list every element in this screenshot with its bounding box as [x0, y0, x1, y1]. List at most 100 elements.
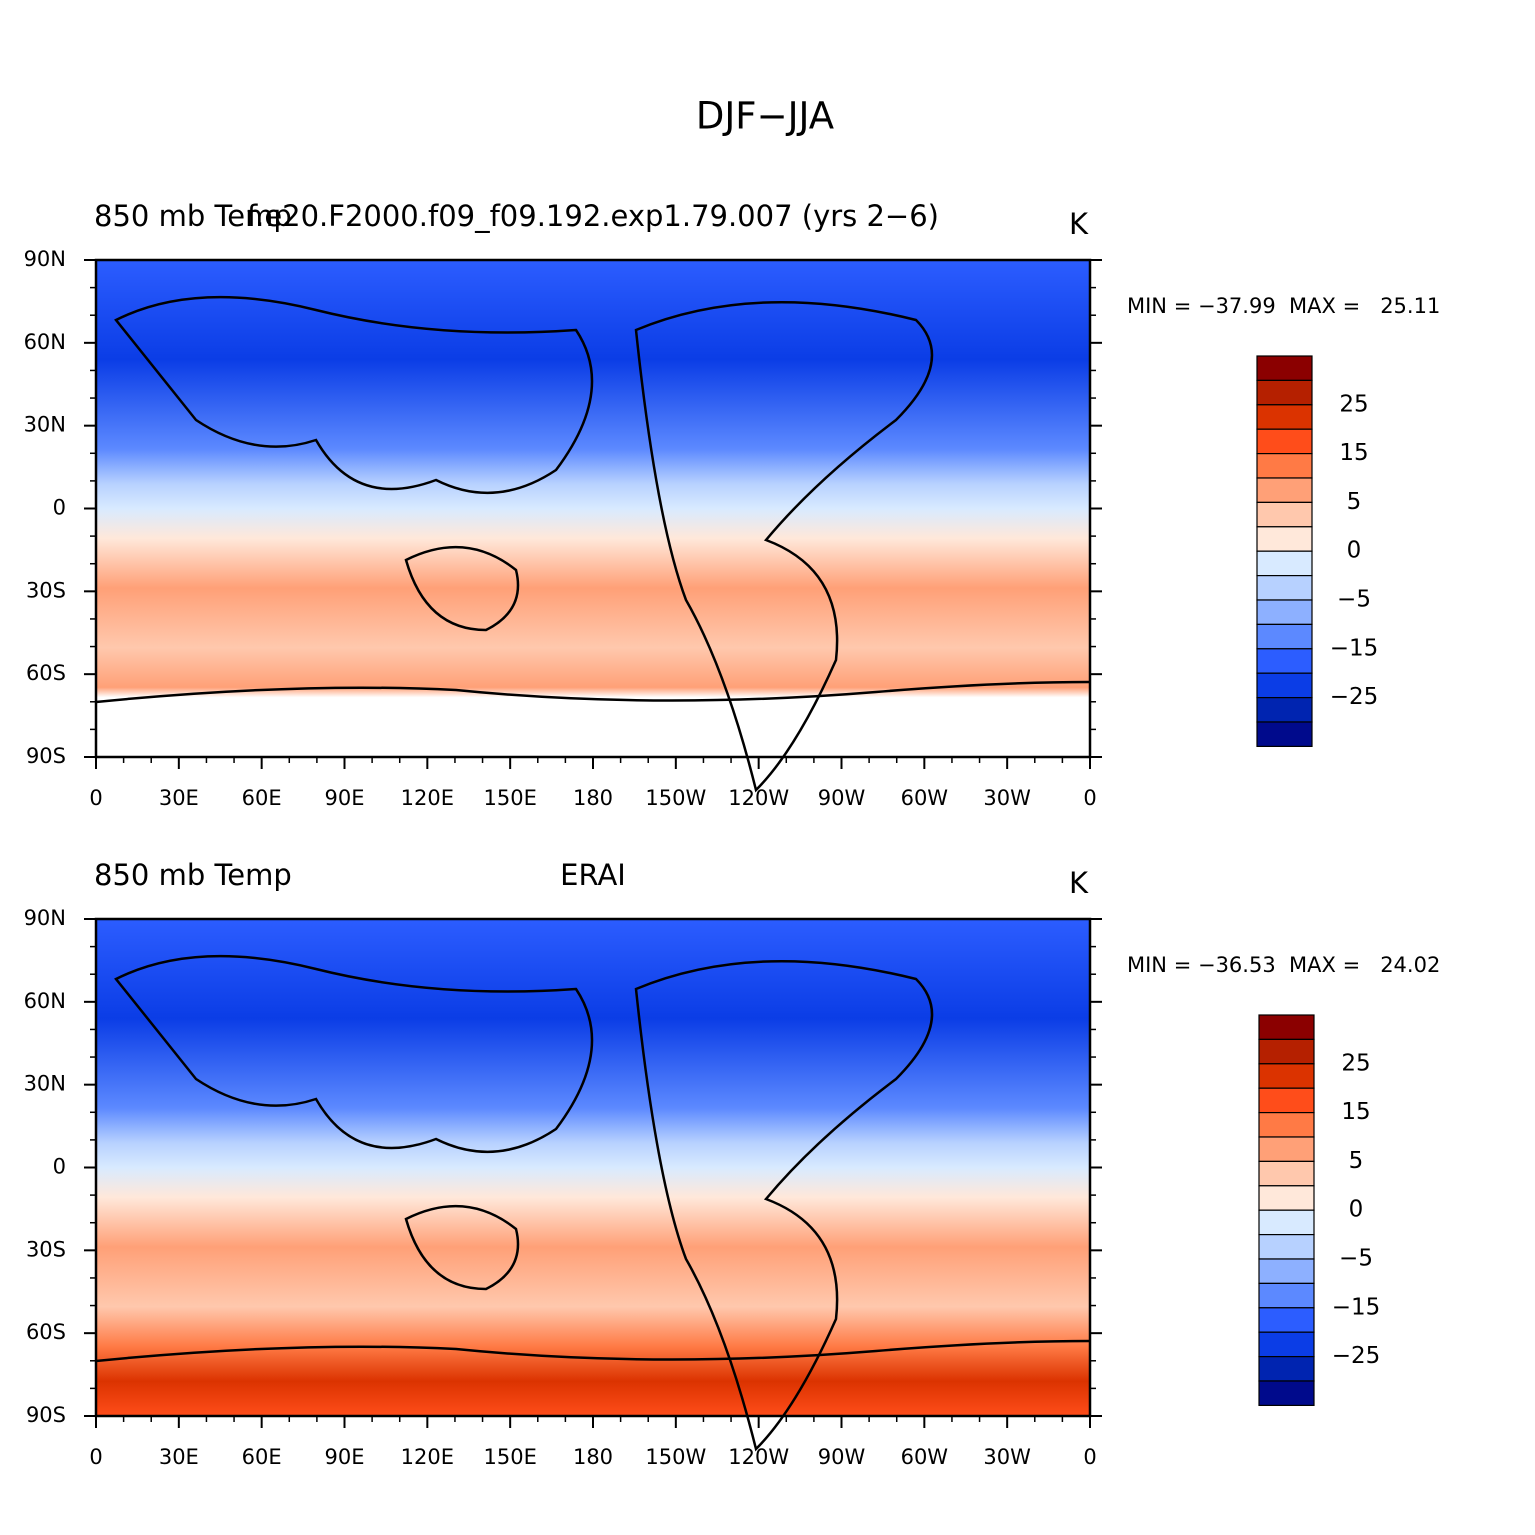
colorbar-box — [1258, 1160, 1315, 1187]
lat-label: 30S — [26, 1237, 66, 1261]
colorbar-box — [1258, 1185, 1315, 1211]
lat-label: 60N — [24, 330, 66, 354]
left-title: 850 mb Temp — [94, 858, 292, 892]
colorbar-box — [1258, 1282, 1315, 1309]
colorbar-box — [1258, 1258, 1315, 1284]
colorbar-box — [1256, 599, 1313, 625]
coastline — [404, 545, 520, 632]
colorbar-box — [1256, 501, 1313, 528]
colorbar-box — [1256, 453, 1313, 479]
colorbar-box — [1256, 648, 1313, 674]
colorbar-label: −5 — [1337, 587, 1371, 613]
lat-label: 60S — [26, 1320, 66, 1344]
lon-label: 90W — [818, 1445, 866, 1469]
lon-label: 150W — [645, 786, 706, 810]
center-title: ERAI — [560, 858, 626, 892]
lon-label: 180 — [573, 786, 613, 810]
lon-label: 120E — [401, 786, 454, 810]
colorbar-label: −15 — [1332, 1294, 1381, 1320]
colorbar-box — [1258, 1014, 1315, 1040]
lon-label: 0 — [1083, 786, 1096, 810]
colorbar-box — [1256, 672, 1313, 699]
lon-label: 30W — [983, 1445, 1031, 1469]
colorbar-box — [1258, 1380, 1315, 1406]
colorbar-box — [1258, 1355, 1315, 1382]
lat-label: 90N — [24, 247, 66, 271]
colorbar-box — [1258, 1136, 1315, 1162]
lon-label: 150W — [645, 1445, 706, 1469]
colorbar-box — [1256, 526, 1313, 552]
lon-label: 90E — [325, 1445, 365, 1469]
lat-label: 0 — [53, 1155, 66, 1179]
colorbar-box — [1256, 355, 1313, 381]
colorbar-label: 15 — [1339, 440, 1368, 466]
colorbar-label: 5 — [1347, 489, 1362, 515]
colorbar-box — [1256, 404, 1313, 430]
coastline — [95, 680, 1091, 704]
lon-label: 150E — [483, 1445, 536, 1469]
lat-label: 30N — [24, 1072, 66, 1096]
colorbar-box — [1258, 1038, 1315, 1065]
min-max: MIN = −37.99 MAX = 25.11 — [1127, 294, 1440, 318]
coastline — [114, 295, 594, 495]
colorbar-box — [1256, 428, 1313, 455]
lon-label: 60W — [901, 786, 949, 810]
colorbar-label: 0 — [1347, 538, 1362, 564]
colorbar-label: 25 — [1339, 391, 1368, 417]
colorbar-box — [1258, 1111, 1315, 1138]
lat-label: 90N — [24, 906, 66, 930]
coastline — [404, 1204, 520, 1291]
lon-label: 30E — [159, 786, 199, 810]
colorbar-box — [1256, 623, 1313, 650]
map-field — [96, 260, 1090, 757]
coastline — [634, 300, 934, 793]
lat-label: 30S — [26, 578, 66, 602]
lat-label: 90S — [26, 1403, 66, 1427]
lon-label: 180 — [573, 1445, 613, 1469]
colorbar-label: 0 — [1349, 1197, 1364, 1223]
lon-label: 0 — [89, 786, 102, 810]
colorbar-box — [1256, 379, 1313, 406]
map-field — [96, 919, 1090, 1416]
colorbar-box — [1256, 477, 1313, 503]
colorbar-label: −5 — [1339, 1246, 1373, 1272]
lat-label: 0 — [53, 496, 66, 520]
lon-label: 150E — [483, 786, 536, 810]
colorbar-label: −25 — [1332, 1343, 1381, 1369]
lon-label: 90E — [325, 786, 365, 810]
colorbar-box — [1258, 1307, 1315, 1333]
lat-label: 60S — [26, 661, 66, 685]
colorbar-label: 5 — [1349, 1148, 1364, 1174]
lon-label: 0 — [1083, 1445, 1096, 1469]
coastline — [634, 959, 934, 1452]
colorbar-box — [1258, 1209, 1315, 1236]
lon-label: 120W — [728, 786, 789, 810]
lon-label: 60W — [901, 1445, 949, 1469]
colorbar-box — [1258, 1331, 1315, 1358]
colorbar-label: 15 — [1341, 1099, 1370, 1125]
colorbar-box — [1256, 550, 1313, 577]
colorbar-box — [1258, 1063, 1315, 1089]
lon-label: 90W — [818, 786, 866, 810]
lon-label: 120E — [401, 1445, 454, 1469]
colorbar-box — [1256, 574, 1313, 601]
lon-label: 60E — [242, 786, 282, 810]
lon-label: 60E — [242, 1445, 282, 1469]
right-title: K — [1069, 866, 1089, 900]
colorbar-label: −15 — [1330, 635, 1379, 661]
coastline — [95, 1339, 1091, 1363]
colorbar-box — [1258, 1233, 1315, 1260]
lon-label: 120W — [728, 1445, 789, 1469]
right-title: K — [1069, 207, 1089, 241]
center-title: f.e20.F2000.f09_f09.192.exp1.79.007 (yrs… — [247, 199, 939, 233]
lon-label: 30W — [983, 786, 1031, 810]
left-title: 850 mb Temp — [94, 199, 292, 233]
lon-label: 0 — [89, 1445, 102, 1469]
colorbar-box — [1258, 1087, 1315, 1114]
figure-title: DJF−JJA — [696, 95, 834, 138]
lat-label: 30N — [24, 413, 66, 437]
lon-label: 30E — [159, 1445, 199, 1469]
colorbar-box — [1256, 721, 1313, 747]
colorbar-label: 25 — [1341, 1050, 1370, 1076]
